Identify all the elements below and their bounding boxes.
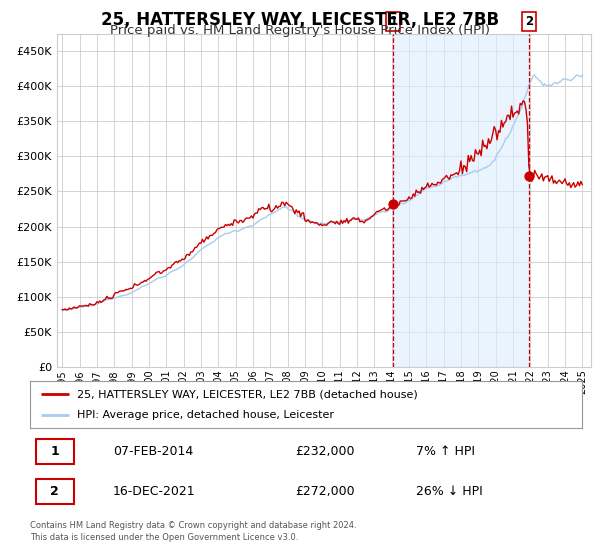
- Text: HPI: Average price, detached house, Leicester: HPI: Average price, detached house, Leic…: [77, 410, 334, 420]
- Point: [389, 199, 398, 208]
- Text: 07-FEB-2014: 07-FEB-2014: [113, 445, 193, 458]
- FancyBboxPatch shape: [35, 479, 74, 505]
- Text: 1: 1: [389, 15, 397, 28]
- Text: 16-DEC-2021: 16-DEC-2021: [113, 486, 196, 498]
- FancyBboxPatch shape: [35, 439, 74, 464]
- Text: This data is licensed under the Open Government Licence v3.0.: This data is licensed under the Open Gov…: [30, 533, 298, 542]
- Text: 26% ↓ HPI: 26% ↓ HPI: [416, 486, 483, 498]
- Text: 2: 2: [50, 486, 59, 498]
- Point: [524, 171, 534, 180]
- Bar: [394, 34, 529, 367]
- Text: 25, HATTERSLEY WAY, LEICESTER, LE2 7BB: 25, HATTERSLEY WAY, LEICESTER, LE2 7BB: [101, 11, 499, 29]
- Text: 25, HATTERSLEY WAY, LEICESTER, LE2 7BB (detached house): 25, HATTERSLEY WAY, LEICESTER, LE2 7BB (…: [77, 389, 418, 399]
- Text: 1: 1: [50, 445, 59, 458]
- Text: Price paid vs. HM Land Registry's House Price Index (HPI): Price paid vs. HM Land Registry's House …: [110, 24, 490, 36]
- Text: £232,000: £232,000: [295, 445, 355, 458]
- Text: 2: 2: [526, 15, 533, 28]
- Text: 7% ↑ HPI: 7% ↑ HPI: [416, 445, 475, 458]
- Text: £272,000: £272,000: [295, 486, 355, 498]
- Text: Contains HM Land Registry data © Crown copyright and database right 2024.: Contains HM Land Registry data © Crown c…: [30, 521, 356, 530]
